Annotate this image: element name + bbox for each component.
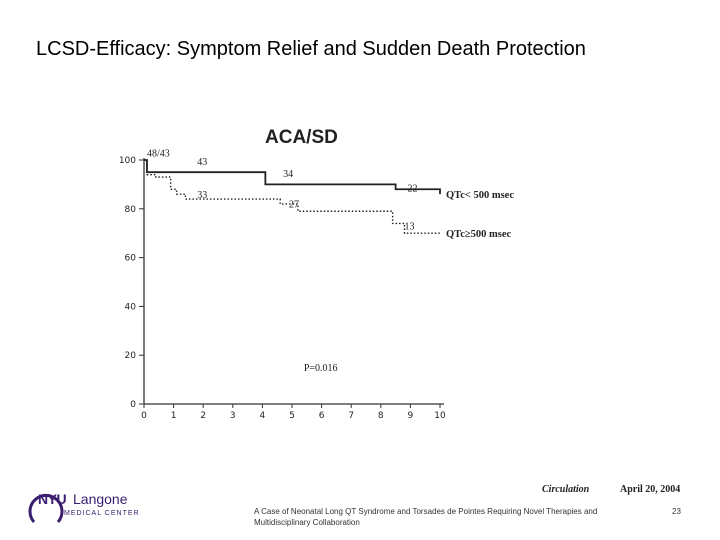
citation-journal: Circulation [542,484,590,495]
chart-annotation: 33 [197,190,207,201]
nyu-langone-logo: NYU Langone MEDICAL CENTER [28,488,148,528]
chart-annotation: 27 [289,200,299,211]
citation-date: April 20, 2004 [620,484,681,495]
x-tick-label: 3 [230,411,236,421]
x-tick-label: 2 [200,411,206,421]
legend-entry: QTc≥500 msec [446,229,511,240]
x-tick-label: 0 [141,411,147,421]
series-line-qtc-ge-500 [144,159,440,234]
y-tick-label: 100 [119,156,136,166]
x-tick-label: 1 [171,411,177,421]
legend-entry: QTc< 500 msec [446,190,514,201]
logo-langone-text: Langone [73,491,128,507]
citation: Circulation April 20, 2004 [542,484,702,498]
y-tick-label: 20 [125,351,137,361]
chart-annotation: 22 [407,184,417,195]
y-tick-label: 0 [130,400,136,410]
x-tick-label: 10 [434,411,446,421]
logo-nyu-text: NYU [38,491,67,507]
chart-legend: QTc< 500 msec QTc≥500 msec [446,190,514,240]
x-tick-label: 6 [319,411,325,421]
chart-annotation: 48/43 [147,148,170,159]
y-tick-label: 60 [125,254,137,264]
x-tick-label: 4 [260,411,266,421]
x-tick-label: 9 [408,411,414,421]
logo-arc-icon [28,493,64,523]
chart-annotation: 43 [197,157,207,168]
chart-series-layer [144,159,441,234]
x-tick-label: 8 [378,411,384,421]
chart-annotation: P=0.016 [304,363,338,374]
chart-annotation: 13 [404,222,414,233]
x-tick-label: 7 [348,411,354,421]
logo-subtitle: MEDICAL CENTER [64,510,140,517]
survival-chart: ACA/SD 0 20 40 60 80 100 0 1 2 3 4 5 6 7 8 9 10 48/43 43 3… [100,110,580,430]
footer-text: A Case of Neonatal Long QT Syndrome and … [254,507,598,527]
page-number: 23 [672,507,681,516]
slide-title: LCSD-Efficacy: Symptom Relief and Sudden… [36,38,586,60]
chart-annotation: 34 [283,169,293,180]
y-tick-label: 80 [125,205,137,215]
y-tick-label: 40 [125,302,137,312]
chart-annotations: 48/43 43 34 22 33 27 13 P=0.016 [147,148,417,374]
chart-title: ACA/SD [265,127,338,148]
x-tick-label: 5 [289,411,295,421]
